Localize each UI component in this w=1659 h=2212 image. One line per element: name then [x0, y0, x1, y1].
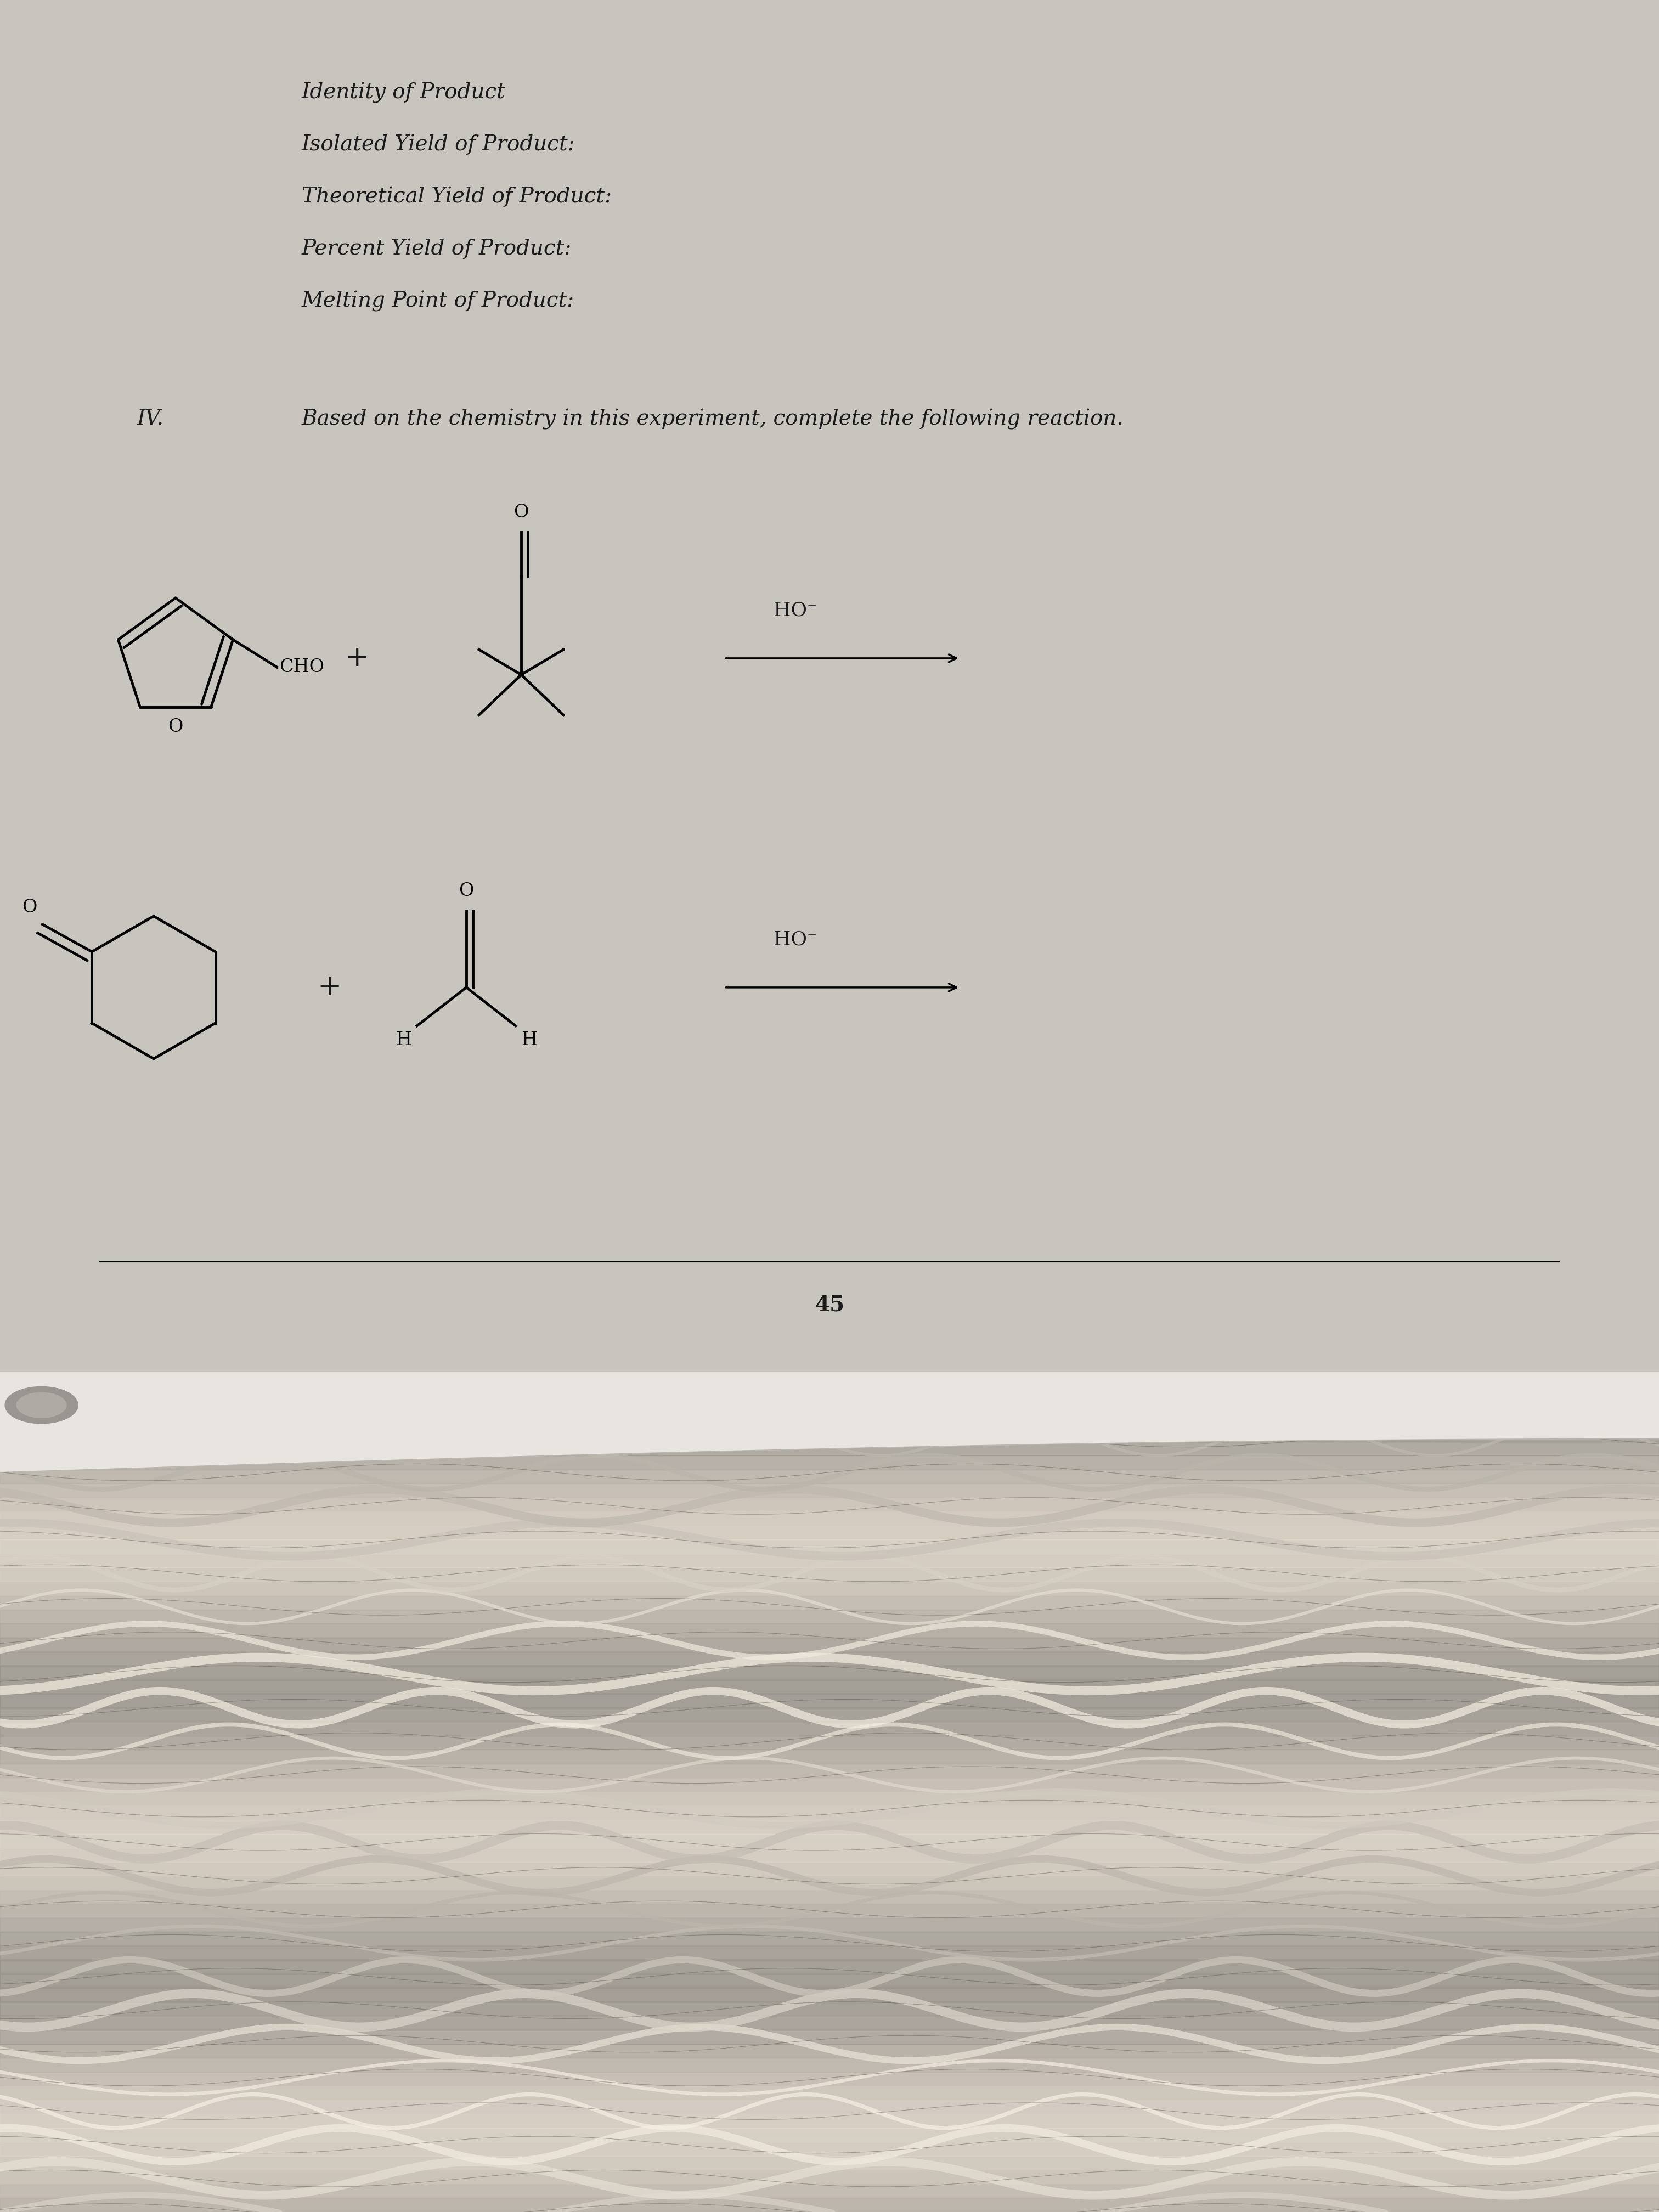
Bar [0, 1694, 1659, 1708]
Text: Theoretical Yield of Product:: Theoretical Yield of Product: [302, 186, 612, 208]
Bar [0, 1666, 1659, 1679]
Bar [0, 1989, 1659, 2002]
Text: Percent Yield of Product:: Percent Yield of Product: [302, 239, 572, 259]
Text: H: H [395, 1031, 411, 1048]
Bar [0, 2073, 1659, 2086]
Bar [0, 1960, 1659, 1973]
Bar [0, 1568, 1659, 1582]
Text: HO⁻: HO⁻ [773, 931, 818, 949]
Bar [0, 1540, 1659, 1553]
Text: Identity of Product: Identity of Product [302, 82, 506, 104]
Bar [0, 1371, 1659, 1385]
Text: O: O [460, 883, 474, 900]
Bar [0, 1918, 1659, 1931]
Bar [0, 2002, 1659, 2015]
Bar [0, 1876, 1659, 1889]
Bar [0, 2115, 1659, 2128]
Bar [0, 1834, 1659, 1847]
Bar [0, 1679, 1659, 1694]
Bar [0, 1442, 1659, 1455]
Bar [0, 1973, 1659, 1989]
Text: +: + [317, 973, 342, 1002]
Text: O: O [168, 719, 182, 737]
Text: HO⁻: HO⁻ [773, 602, 818, 619]
Bar [0, 1637, 1659, 1652]
Bar [0, 2086, 1659, 2099]
Text: 45: 45 [815, 1294, 844, 1316]
Bar [0, 1652, 1659, 1666]
Bar [0, 1792, 1659, 1805]
Bar [0, 1595, 1659, 1610]
Bar [0, 1778, 1659, 1792]
Bar [0, 1582, 1659, 1595]
Bar [0, 2183, 1659, 2199]
Bar [0, 1400, 1659, 1413]
Text: +: + [345, 644, 368, 672]
Bar [0, 1889, 1659, 1905]
Bar [0, 2199, 1659, 2212]
Bar [0, 2141, 1659, 2157]
Bar [0, 2044, 1659, 2057]
Bar [0, 1526, 1659, 1540]
Bar [0, 1863, 1659, 1876]
Bar [0, 1610, 1659, 1624]
Bar [0, 1931, 1659, 1947]
Text: CHO: CHO [280, 659, 325, 677]
Bar [0, 1750, 1659, 1763]
Bar [0, 1721, 1659, 1736]
Text: O: O [22, 898, 36, 916]
Bar [0, 2128, 1659, 2141]
Bar [0, 1736, 1659, 1750]
Bar [0, 1947, 1659, 1960]
Bar [0, 1511, 1659, 1526]
Bar [0, 1820, 1659, 1834]
Text: H: H [521, 1031, 538, 1048]
Text: Isolated Yield of Product:: Isolated Yield of Product: [302, 135, 576, 155]
Bar [0, 2170, 1659, 2183]
Bar [0, 1427, 1659, 1442]
Bar [0, 1413, 1659, 1427]
Bar [0, 2057, 1659, 2073]
Text: IV.: IV. [138, 409, 164, 429]
Bar [0, 2031, 1659, 2044]
Bar [0, 1905, 1659, 1918]
Bar [0, 1484, 1659, 1498]
Text: Based on the chemistry in this experiment, complete the following reaction.: Based on the chemistry in this experimen… [302, 409, 1123, 429]
Bar [0, 1455, 1659, 1469]
Bar [0, 1763, 1659, 1778]
Bar [0, 2157, 1659, 2170]
Bar [0, 1553, 1659, 1568]
Text: O: O [514, 504, 529, 522]
Bar [0, 2015, 1659, 2031]
Bar [0, 1498, 1659, 1511]
Bar [0, 1805, 1659, 1820]
Circle shape [17, 1394, 66, 1418]
Bar [0, 1847, 1659, 1863]
Bar [0, 1708, 1659, 1721]
Text: Melting Point of Product:: Melting Point of Product: [302, 290, 574, 312]
Bar [0, 2099, 1659, 2115]
Bar [0, 1624, 1659, 1637]
Bar [0, 1385, 1659, 1400]
Bar [0, 1469, 1659, 1484]
Circle shape [5, 1387, 78, 1425]
